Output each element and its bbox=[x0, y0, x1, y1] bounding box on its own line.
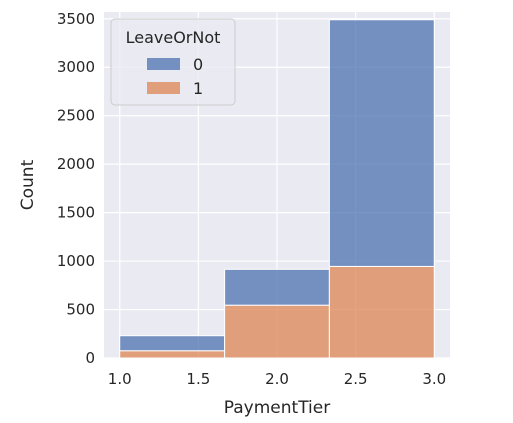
y-tick-label: 2000 bbox=[57, 155, 95, 173]
bar-series-1 bbox=[328, 265, 435, 359]
bar-series-1 bbox=[224, 304, 330, 359]
y-tick-label: 3000 bbox=[57, 58, 95, 76]
bar-series-0 bbox=[119, 335, 226, 352]
legend-swatch-1 bbox=[147, 82, 180, 94]
legend-label-0: 0 bbox=[193, 55, 203, 74]
y-tick-label: 1000 bbox=[57, 252, 95, 270]
x-tick-label: 1.0 bbox=[108, 370, 132, 388]
y-tick-label: 2500 bbox=[57, 107, 95, 125]
x-tick-label: 3.0 bbox=[422, 370, 446, 388]
legend: LeaveOrNot 0 1 bbox=[110, 18, 236, 106]
legend-title: LeaveOrNot bbox=[126, 28, 221, 47]
tick-labels: 0 500 1000 1500 2000 2500 3000 3500 1.0 1.5 2.0 2.5… bbox=[57, 10, 446, 388]
y-axis-label: Count bbox=[18, 159, 38, 210]
y-tick-label: 1500 bbox=[57, 204, 95, 222]
legend-label-1: 1 bbox=[193, 79, 203, 98]
bar-series-0 bbox=[224, 268, 330, 306]
y-tick-label: 3500 bbox=[57, 10, 95, 28]
x-tick-label: 1.5 bbox=[186, 370, 210, 388]
bars bbox=[119, 19, 435, 359]
x-tick-label: 2.0 bbox=[265, 370, 289, 388]
y-tick-label: 500 bbox=[66, 301, 95, 319]
bar-series-0 bbox=[328, 19, 435, 267]
legend-swatch-0 bbox=[147, 58, 180, 70]
y-tick-label: 0 bbox=[85, 349, 95, 367]
x-tick-label: 2.5 bbox=[344, 370, 368, 388]
bar-series-1 bbox=[119, 350, 226, 359]
x-axis-label: PaymentTier bbox=[224, 398, 330, 418]
